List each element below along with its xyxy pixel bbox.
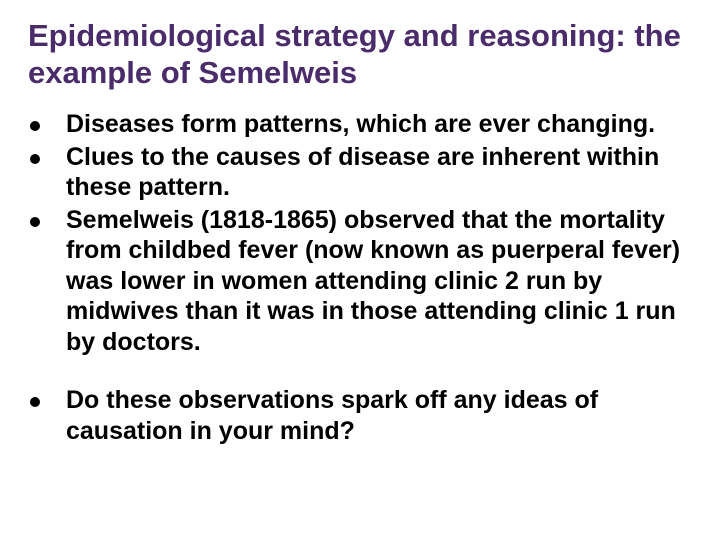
list-item: Do these observations spark off any idea…: [28, 385, 692, 446]
bullet-list: Diseases form patterns, which are ever c…: [28, 109, 692, 446]
list-item: Clues to the causes of disease are inher…: [28, 142, 692, 203]
bullet-text: Diseases form patterns, which are ever c…: [66, 109, 655, 140]
slide-title: Epidemiological strategy and reasoning: …: [28, 18, 692, 91]
list-item: Semelweis (1818-1865) observed that the …: [28, 205, 692, 358]
question-text: Do these observations spark off any idea…: [66, 385, 692, 446]
bullet-icon: [30, 217, 40, 227]
slide: Epidemiological strategy and reasoning: …: [0, 0, 720, 540]
bullet-icon: [30, 154, 40, 164]
bullet-text: Clues to the causes of disease are inher…: [66, 142, 692, 203]
bullet-text: Semelweis (1818-1865) observed that the …: [66, 205, 692, 358]
bullet-icon: [30, 121, 40, 131]
list-item: Diseases form patterns, which are ever c…: [28, 109, 692, 140]
bullet-icon: [30, 397, 40, 407]
